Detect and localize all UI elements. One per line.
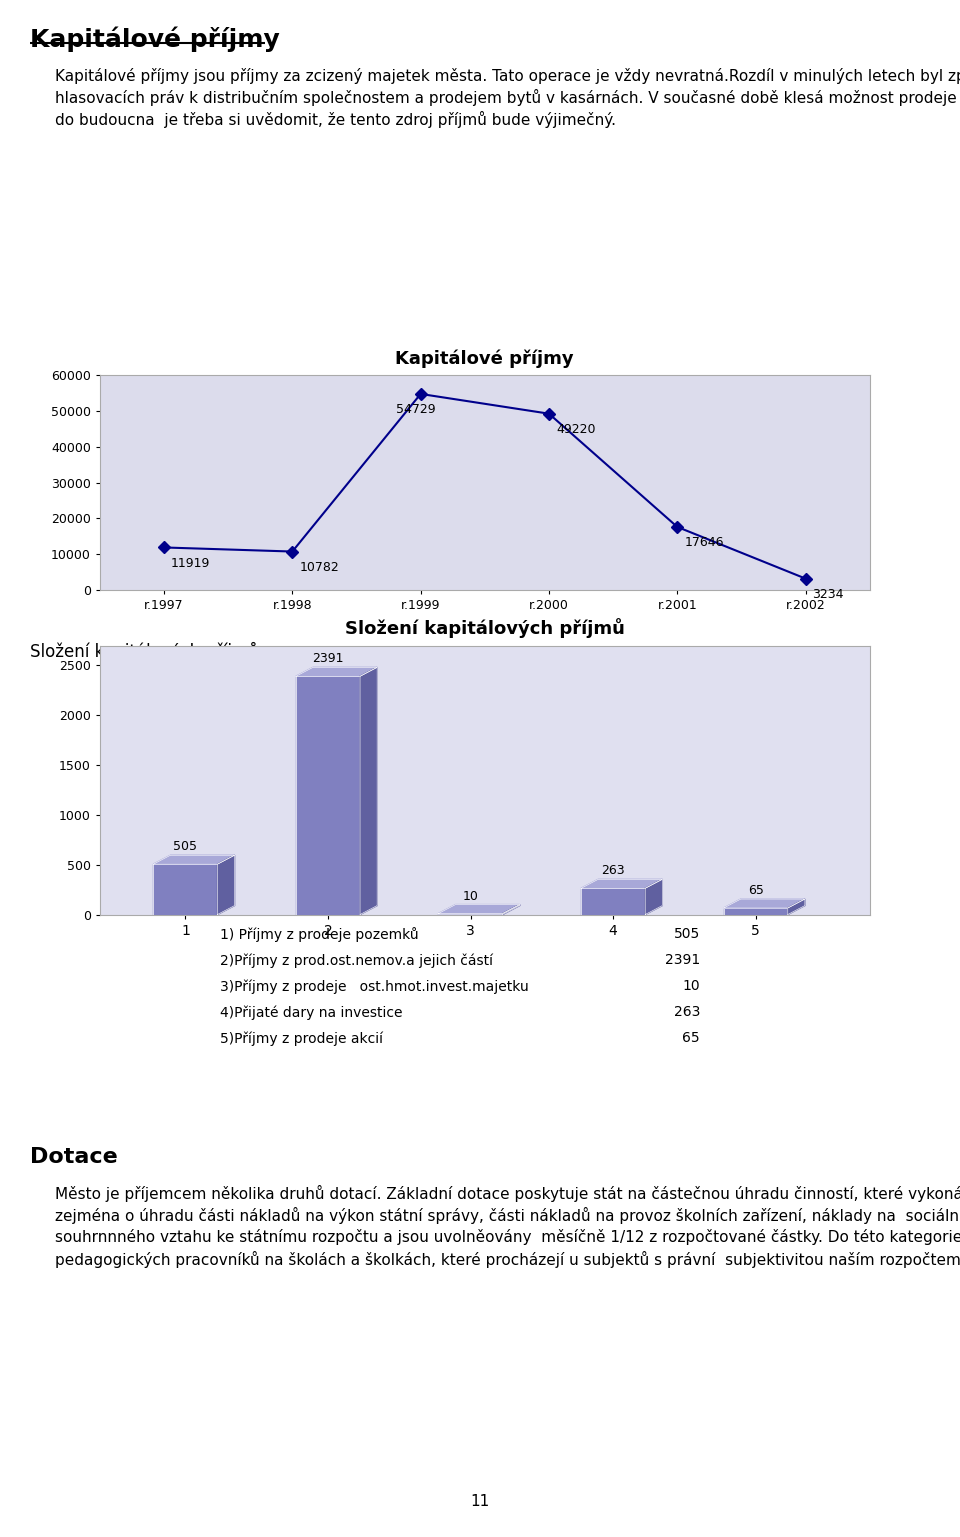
Polygon shape <box>360 667 377 915</box>
Polygon shape <box>439 905 519 913</box>
Polygon shape <box>788 899 804 915</box>
Text: Město je příjemcem několika druhů dotací. Základní dotace poskytuje stát na část: Město je příjemcem několika druhů dotací… <box>55 1185 960 1202</box>
Text: 263: 263 <box>674 1005 700 1019</box>
Text: Složení kapitálových příjmů:: Složení kapitálových příjmů: <box>30 642 265 661</box>
Text: 2)Příjmy z prod.ost.nemov.a jejich částí: 2)Příjmy z prod.ost.nemov.a jejich částí <box>220 953 493 967</box>
Text: 11919: 11919 <box>171 556 210 570</box>
Bar <box>296 676 360 915</box>
Text: Kapitálové příjmy jsou příjmy za zcizený majetek města. Tato operace je vždy nev: Kapitálové příjmy jsou příjmy za zcizený… <box>55 68 960 85</box>
Text: 4)Přijaté dary na investice: 4)Přijaté dary na investice <box>220 1005 402 1019</box>
Text: 49220: 49220 <box>556 423 595 437</box>
Polygon shape <box>154 855 234 864</box>
Text: zejména o úhradu části nákladů na výkon státní správy, části nákladů na provoz š: zejména o úhradu části nákladů na výkon … <box>55 1207 960 1223</box>
Polygon shape <box>581 879 662 888</box>
Text: 3234: 3234 <box>812 589 844 601</box>
Text: 3)Příjmy z prodeje   ost.hmot.invest.majetku: 3)Příjmy z prodeje ost.hmot.invest.majet… <box>220 979 529 993</box>
Text: 505: 505 <box>674 927 700 941</box>
Bar <box>154 864 218 915</box>
Text: 10782: 10782 <box>300 561 339 573</box>
Text: 2391: 2391 <box>664 953 700 967</box>
Bar <box>724 908 788 915</box>
Text: 505: 505 <box>174 841 198 853</box>
Text: 10: 10 <box>683 979 700 993</box>
Text: 11: 11 <box>470 1494 490 1509</box>
Polygon shape <box>645 879 662 915</box>
Text: Dotace: Dotace <box>30 1147 118 1167</box>
Text: hlasovacích práv k distribučním společnostem a prodejem bytů v kasárnách. V souč: hlasovacích práv k distribučním společno… <box>55 89 960 106</box>
Text: 54729: 54729 <box>396 403 435 417</box>
Text: 65: 65 <box>683 1031 700 1045</box>
Polygon shape <box>296 667 377 676</box>
Text: Kapitálové příjmy: Kapitálové příjmy <box>30 28 279 52</box>
Title: Kapitálové příjmy: Kapitálové příjmy <box>396 349 574 367</box>
Text: 2391: 2391 <box>312 652 344 666</box>
Polygon shape <box>503 905 519 915</box>
Text: 5)Příjmy z prodeje akcií: 5)Příjmy z prodeje akcií <box>220 1031 383 1045</box>
Text: 10: 10 <box>463 890 478 902</box>
Polygon shape <box>218 855 234 915</box>
Polygon shape <box>724 899 804 908</box>
Text: pedagogických pracovníků na školách a školkách, které procházejí u subjektů s pr: pedagogických pracovníků na školách a šk… <box>55 1251 960 1268</box>
Bar <box>581 888 645 915</box>
Text: 1) Příjmy z prodeje pozemků: 1) Příjmy z prodeje pozemků <box>220 927 419 942</box>
Title: Složení kapitálových příjmů: Složení kapitálových příjmů <box>345 618 625 638</box>
Text: 263: 263 <box>601 864 625 878</box>
Text: 17646: 17646 <box>684 536 724 549</box>
Text: do budoucna  je třeba si uvědomit, že tento zdroj příjmů bude výjimečný.: do budoucna je třeba si uvědomit, že ten… <box>55 111 616 128</box>
Text: souhrnnného vztahu ke státnímu rozpočtu a jsou uvolněovány  měsíčně 1/12 z rozpo: souhrnnného vztahu ke státnímu rozpočtu … <box>55 1230 960 1245</box>
Text: 65: 65 <box>748 884 763 898</box>
